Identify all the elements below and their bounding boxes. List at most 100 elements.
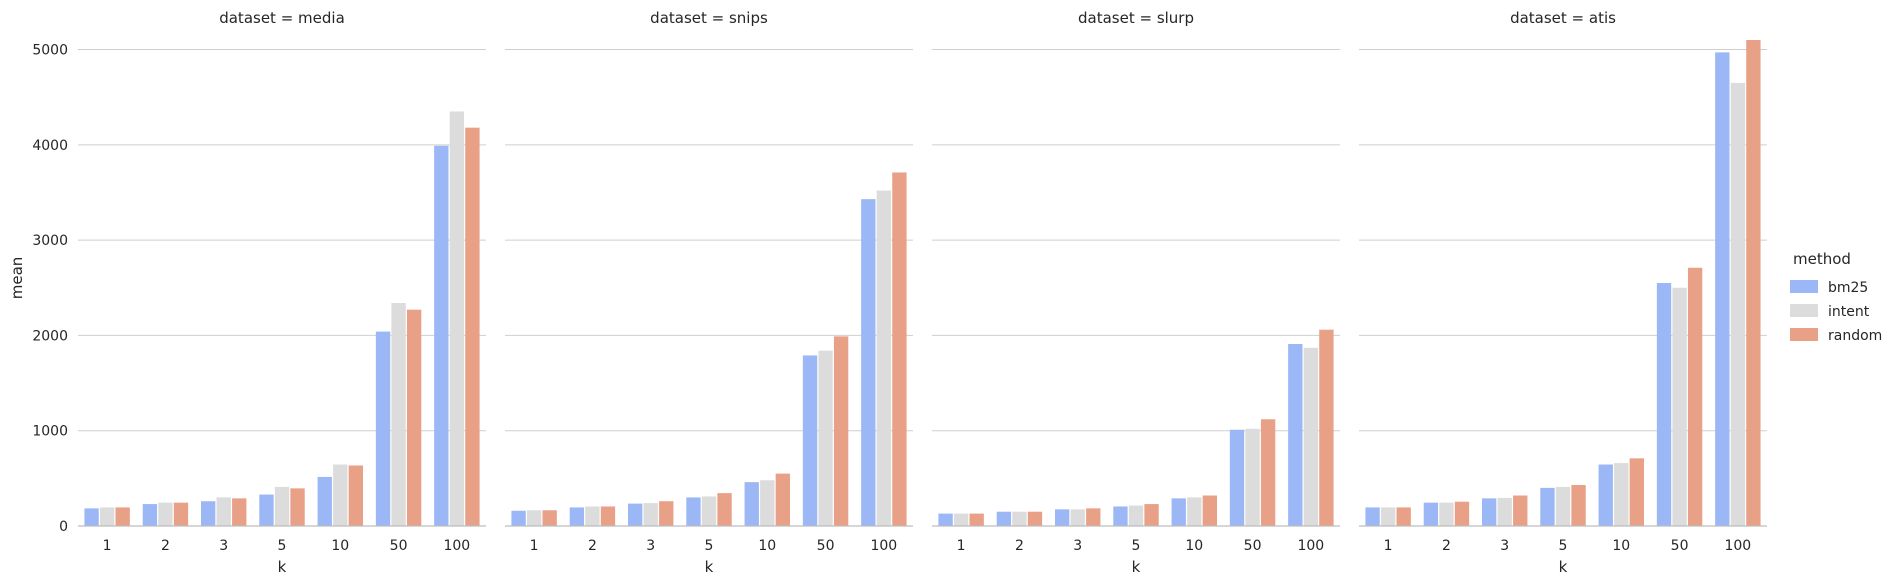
x-tick-label: 2 [588,538,597,554]
panel-title: dataset = slurp [1078,9,1194,27]
bar-snips-random-k2 [600,506,616,526]
bar-slurp-bm25-k10 [1171,498,1186,526]
bar-snips-bm25-k3 [628,503,643,526]
x-tick-label: 1 [530,538,539,554]
bar-slurp-random-k2 [1027,511,1043,526]
bar-atis-bm25-k10 [1598,464,1613,526]
panels-layer: 0 1000 2000 3000 4000 5000 1 2 3 5 10 50 100 k dataset… [32,9,1767,576]
x-tick-label: 1 [957,538,966,554]
bar-media-bm25-k3 [201,501,216,526]
x-tick-label: 5 [705,538,714,554]
bar-snips-bm25-k1 [511,510,526,526]
bar-media-random-k1 [115,507,130,526]
x-tick-label: 50 [1244,538,1262,554]
bar-media-intent-k50 [391,303,406,526]
bar-snips-bm25-k100 [861,199,876,526]
bar-media-bm25-k2 [142,504,158,526]
y-tick-label: 4000 [32,138,68,154]
bar-atis-intent-k10 [1614,463,1629,526]
bar-media-bm25-k50 [375,331,391,526]
bar-snips-bm25-k10 [744,482,759,526]
x-tick-label: 50 [390,538,408,554]
bar-atis-intent-k3 [1497,497,1512,526]
x-tick-label: 3 [1500,538,1509,554]
bar-snips-random-k5 [717,493,732,526]
x-tick-label: 10 [1185,538,1203,554]
bar-media-intent-k1 [99,507,115,526]
bar-atis-intent-k50 [1672,287,1687,526]
x-axis-label: k [1559,558,1568,576]
bar-atis-bm25-k3 [1482,498,1497,526]
bar-media-intent-k10 [333,464,348,526]
bar-media-intent-k2 [158,502,173,526]
legend-title: method [1793,250,1851,268]
bar-snips-intent-k100 [876,190,892,527]
bar-snips-random-k10 [775,473,790,526]
bar-atis-intent-k5 [1555,486,1571,526]
bar-slurp-bm25-k2 [996,511,1012,526]
x-axis-label: k [278,558,287,576]
panel-snips: 1 2 3 5 10 50 100 k dataset = snips [505,9,913,576]
y-tick-label: 5000 [32,43,68,59]
bar-slurp-random-k10 [1202,495,1217,526]
panel-media: 0 1000 2000 3000 4000 5000 1 2 3 5 10 50 100 k dataset… [32,9,486,576]
x-tick-label: 100 [443,538,470,554]
bar-atis-bm25-k1 [1365,507,1380,526]
legend-label-random: random [1828,328,1882,344]
bar-slurp-intent-k50 [1245,428,1260,526]
bar-slurp-intent-k2 [1012,511,1027,526]
bar-slurp-intent-k5 [1128,505,1144,526]
bar-atis-intent-k2 [1439,502,1454,526]
bar-snips-bm25-k5 [686,497,701,526]
x-tick-label: 10 [1612,538,1630,554]
bar-snips-intent-k5 [701,496,717,526]
x-tick-label: 100 [870,538,897,554]
x-tick-label: 2 [1015,538,1024,554]
bar-atis-random-k2 [1454,501,1470,526]
bar-snips-intent-k3 [643,503,658,526]
bar-slurp-random-k50 [1260,419,1276,526]
y-tick-label: 2000 [32,328,68,344]
bar-media-intent-k3 [216,497,231,526]
legend-swatch-random [1790,328,1818,341]
bar-snips-intent-k50 [818,350,833,526]
x-tick-label: 1 [1384,538,1393,554]
x-tick-label: 10 [758,538,776,554]
bar-slurp-intent-k10 [1187,497,1202,526]
bar-media-random-k5 [290,488,305,526]
bar-media-intent-k100 [449,111,465,527]
bar-slurp-intent-k1 [953,513,969,526]
panel-title: dataset = snips [650,9,768,27]
legend-label-intent: intent [1828,304,1870,320]
bar-slurp-bm25-k5 [1113,506,1128,526]
x-axis-label: k [1132,558,1141,576]
panel-title: dataset = media [219,9,345,27]
bar-atis-intent-k1 [1380,507,1396,526]
bar-snips-intent-k2 [585,506,600,526]
x-tick-label: 50 [817,538,835,554]
bar-atis-bm25-k100 [1715,52,1730,526]
bar-snips-bm25-k2 [569,507,585,526]
x-tick-label: 50 [1671,538,1689,554]
bar-atis-random-k100 [1746,40,1761,526]
bar-slurp-bm25-k100 [1288,343,1303,526]
bar-media-random-k50 [406,309,422,526]
x-axis-label: k [705,558,714,576]
bar-snips-intent-k10 [760,480,775,526]
bar-slurp-random-k100 [1319,329,1334,526]
bar-snips-random-k1 [542,510,557,526]
x-tick-label: 100 [1724,538,1751,554]
bar-slurp-random-k3 [1086,508,1101,526]
bar-media-bm25-k1 [84,508,99,526]
bar-atis-bm25-k50 [1656,283,1672,526]
bar-atis-random-k5 [1571,485,1586,526]
bar-slurp-bm25-k1 [938,513,953,526]
bar-slurp-bm25-k50 [1229,429,1245,526]
x-tick-label: 3 [646,538,655,554]
bar-slurp-random-k1 [969,513,984,526]
x-tick-label: 2 [161,538,170,554]
x-tick-label: 10 [331,538,349,554]
bar-atis-random-k3 [1513,495,1528,526]
bar-slurp-intent-k100 [1303,347,1319,526]
y-axis-label: mean [8,257,26,300]
